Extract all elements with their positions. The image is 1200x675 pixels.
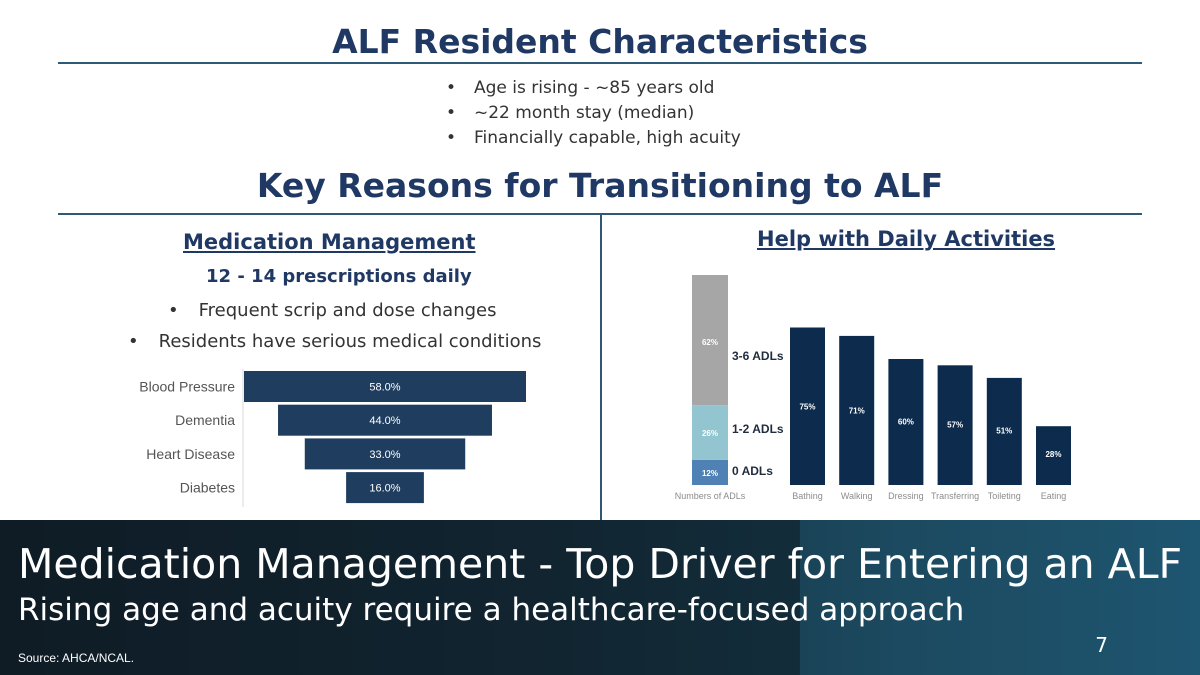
banner-title: Medication Management - Top Driver for E… — [18, 540, 1183, 588]
stacked-segment — [692, 405, 728, 460]
activity-bar — [839, 335, 875, 485]
data-label: 16.0% — [369, 483, 400, 495]
conditions-chart: Blood Pressure 58.0% Dementia 44.0% Heart Di… — [139, 369, 526, 507]
condition-bar — [244, 371, 526, 402]
section-divider — [58, 213, 1142, 215]
category-label: Toileting — [988, 491, 1021, 501]
category-label: Numbers of ADLs — [675, 491, 746, 501]
stacked-segment — [692, 459, 728, 485]
data-label: 71% — [849, 406, 865, 415]
data-label: 33.0% — [369, 449, 400, 461]
data-label: 26% — [702, 429, 718, 438]
activity-bar — [986, 377, 1022, 485]
category-label: Eating — [1041, 491, 1067, 501]
source-note: Source: AHCA/NCAL. — [18, 651, 135, 665]
activity-bar — [888, 359, 924, 485]
category-label: Transferring — [931, 491, 979, 501]
data-label: 12% — [702, 469, 718, 478]
condition-bar — [304, 438, 466, 470]
stacked-segment — [692, 275, 728, 406]
takeaway-banner: Medication Management - Top Driver for E… — [0, 520, 1200, 675]
segment-name-label: 3-6 ADLs — [732, 349, 784, 363]
title-divider — [58, 62, 1142, 64]
medication-subtitle: Medication Management — [183, 230, 476, 254]
condition-bar — [278, 404, 492, 436]
adl-chart: 12% 0 ADLs 26% 1-2 ADLs 62% 3-6 ADLs Numbers o… — [675, 275, 1071, 501]
column-divider — [600, 215, 602, 520]
prescriptions-highlight: 12 - 14 prescriptions daily — [206, 266, 472, 287]
segment-name-label: 1-2 ADLs — [732, 422, 784, 436]
data-label: 44.0% — [369, 415, 400, 427]
list-item: Financially capable, high acuity — [446, 126, 741, 151]
segment-name-label: 0 ADLs — [732, 464, 773, 478]
data-label: 75% — [799, 402, 815, 411]
category-label: Dressing — [888, 491, 924, 501]
category-label: Walking — [841, 491, 873, 501]
activity-bar — [937, 365, 973, 485]
activity-bar — [790, 327, 825, 485]
data-label: 58.0% — [369, 382, 400, 394]
category-label: Diabetes — [180, 480, 235, 496]
condition-bar — [346, 472, 424, 504]
page-number: 7 — [1095, 633, 1108, 657]
data-label: 60% — [898, 418, 914, 427]
data-label: 51% — [996, 427, 1012, 436]
activity-bar — [1036, 426, 1071, 485]
section-title: Key Reasons for Transitioning to ALF — [256, 166, 944, 205]
category-label: Blood Pressure — [139, 379, 235, 395]
category-label: Heart Disease — [146, 446, 235, 462]
characteristics-list: Age is rising - ~85 years old ~22 month … — [446, 76, 741, 151]
data-label: 62% — [702, 338, 718, 347]
category-label: Dementia — [175, 412, 235, 428]
banner-subtitle: Rising age and acuity require a healthca… — [18, 592, 965, 628]
list-item: ~22 month stay (median) — [446, 101, 741, 126]
data-label: 28% — [1045, 450, 1061, 459]
slide-title: ALF Resident Characteristics — [332, 22, 868, 61]
list-item: Frequent scrip and dose changes — [168, 300, 497, 321]
list-item: Residents have serious medical condition… — [128, 331, 542, 352]
category-label: Bathing — [792, 491, 823, 501]
data-label: 57% — [947, 421, 963, 430]
list-item: Age is rising - ~85 years old — [446, 76, 741, 101]
daily-activities-subtitle: Help with Daily Activities — [757, 227, 1056, 251]
